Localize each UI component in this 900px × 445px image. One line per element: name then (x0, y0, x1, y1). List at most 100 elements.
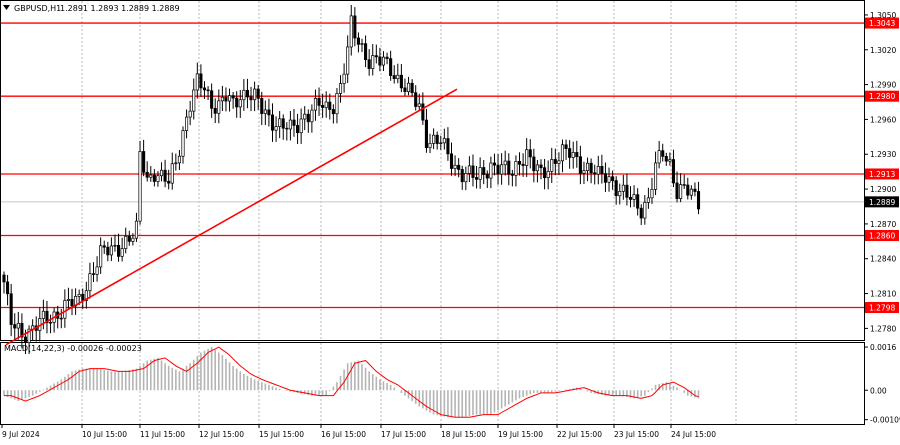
candle (410, 79, 414, 97)
candle (500, 153, 504, 185)
candle-body (23, 336, 28, 344)
candle (424, 108, 428, 153)
candle-body (41, 310, 45, 319)
candle (485, 170, 489, 188)
x-tick-label: 11 Jul 15:00 (140, 430, 185, 439)
candle-body (392, 75, 396, 80)
candle (202, 81, 207, 99)
candle-body (657, 150, 661, 164)
candle-body (170, 163, 174, 184)
candle (636, 188, 640, 216)
candle (489, 156, 493, 189)
candle (324, 91, 328, 118)
candle (543, 158, 547, 190)
level-tag (865, 301, 899, 313)
candle-body (428, 143, 432, 149)
candle (185, 109, 189, 139)
candle-body (16, 322, 20, 329)
candle-body (142, 151, 146, 173)
candle (521, 153, 525, 177)
candle (220, 85, 224, 112)
candle-body (299, 118, 303, 134)
candle (682, 174, 686, 189)
trendline (5, 88, 458, 346)
candle (253, 81, 257, 112)
candle-body (636, 194, 640, 209)
candle-body (650, 189, 654, 199)
candle (525, 138, 529, 177)
level-tag-label: 1.2798 (869, 303, 895, 312)
candle-body (163, 169, 167, 182)
candle-body (550, 159, 554, 172)
candle (503, 150, 507, 176)
candle (52, 307, 56, 333)
candle (102, 240, 106, 254)
candle-body (596, 166, 600, 175)
candle-body (514, 161, 518, 176)
candle (632, 185, 636, 208)
level-tag (865, 168, 899, 180)
candle-body (127, 235, 131, 242)
candle (292, 108, 296, 137)
candle-body (91, 273, 96, 275)
candle-body (20, 322, 24, 338)
candle (453, 155, 457, 177)
candle (6, 274, 10, 306)
candle-body (371, 55, 375, 69)
x-tick-label: 12 Jul 15:00 (199, 430, 244, 439)
candle-body (263, 109, 267, 114)
candle (274, 116, 278, 142)
candle (127, 230, 131, 246)
candle-body (206, 89, 210, 92)
candle-body (435, 134, 439, 144)
candle (406, 76, 411, 96)
candle (449, 142, 454, 176)
candle (446, 127, 450, 161)
candle-body (342, 73, 346, 84)
candle (381, 51, 386, 71)
candle (163, 159, 167, 188)
candle-body (424, 119, 428, 149)
candle (496, 153, 500, 185)
candle-body (385, 56, 389, 59)
candle-body (528, 149, 532, 158)
candle-body (661, 150, 665, 157)
candle (321, 93, 325, 118)
candle (124, 227, 128, 254)
candle (385, 52, 389, 65)
candle (482, 160, 486, 185)
candle (20, 313, 24, 349)
candle-body (575, 152, 579, 158)
candle-body (367, 59, 371, 69)
x-tick-label: 23 Jul 15:00 (614, 430, 659, 439)
candle-body (646, 197, 650, 203)
level-tag (865, 90, 899, 102)
candle (643, 194, 647, 225)
candle (70, 288, 74, 316)
level-tag-label: 1.2913 (869, 170, 895, 179)
candle-body (296, 125, 300, 134)
candle (575, 140, 579, 168)
candle (392, 65, 396, 84)
candle-body (503, 160, 507, 166)
candle (231, 92, 235, 109)
y-tick-label: 1.2780 (870, 324, 896, 333)
candle (628, 186, 633, 208)
candle (378, 47, 382, 72)
candle-body (124, 235, 128, 249)
candle (331, 104, 335, 124)
candle (432, 128, 436, 150)
candle-body (403, 87, 407, 93)
candle-body (324, 101, 328, 108)
candle-body (303, 113, 307, 120)
candle (646, 187, 650, 209)
candle-body (621, 184, 625, 192)
candle (367, 49, 371, 76)
candle-body (603, 173, 607, 183)
candle-body (396, 74, 400, 80)
candle-body (48, 321, 53, 324)
candle-body (285, 127, 289, 130)
candle-body (399, 74, 403, 89)
collapse-arrow-icon[interactable] (3, 5, 10, 10)
candle (91, 262, 96, 282)
